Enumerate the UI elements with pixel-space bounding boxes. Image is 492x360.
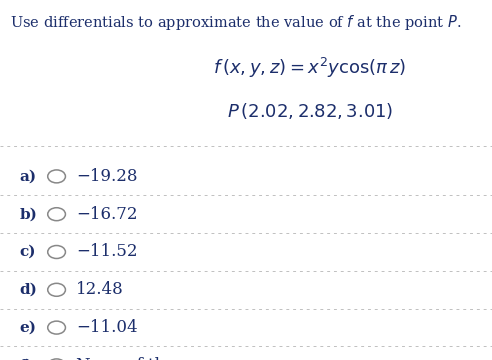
Text: $f\,(x, y, z) = x^2y\cos(\pi\, z)$: $f\,(x, y, z) = x^2y\cos(\pi\, z)$ [214, 56, 406, 80]
Text: −11.52: −11.52 [76, 243, 138, 261]
Text: b): b) [20, 207, 37, 221]
Text: e): e) [20, 321, 37, 334]
Text: $P\,(2.02, 2.82, 3.01)$: $P\,(2.02, 2.82, 3.01)$ [227, 101, 393, 121]
Text: −11.04: −11.04 [76, 319, 138, 336]
Text: −19.28: −19.28 [76, 168, 138, 185]
Text: f): f) [20, 359, 33, 360]
Text: Use differentials to approximate the value of $f$ at the point $P$.: Use differentials to approximate the val… [10, 13, 461, 32]
Text: d): d) [20, 283, 37, 297]
Text: 12.48: 12.48 [76, 281, 124, 298]
Text: −16.72: −16.72 [76, 206, 138, 223]
Text: None of these.: None of these. [76, 357, 199, 360]
Text: c): c) [20, 245, 36, 259]
Text: a): a) [20, 170, 37, 183]
